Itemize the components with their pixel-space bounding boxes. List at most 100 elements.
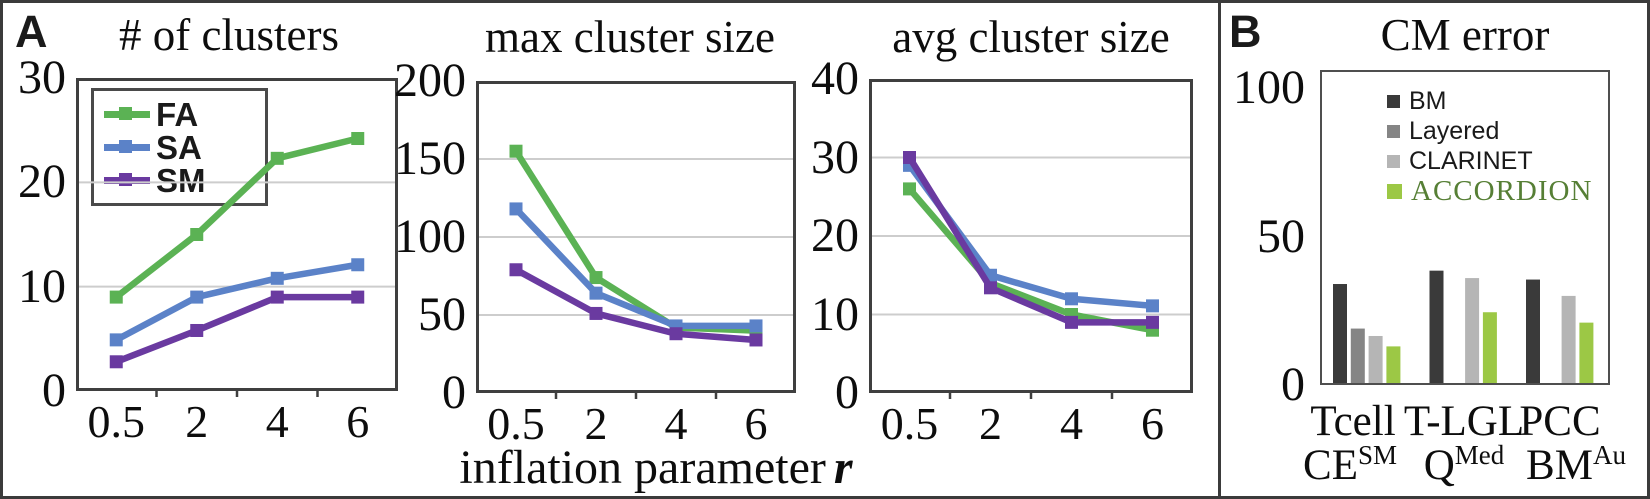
data-marker-fa [190, 228, 204, 241]
x-tick-label: 2 [584, 398, 608, 449]
bar-bm-group2 [1429, 270, 1444, 385]
bar-chart-cm-error [1320, 70, 1610, 385]
chart-title-cm-error: CM error [1380, 10, 1550, 60]
x-tick-label: 6 [1141, 398, 1164, 449]
chart-title-num-clusters: # of clusters [119, 10, 339, 60]
data-marker-sa [190, 290, 204, 304]
x-tick-label: 4 [1060, 398, 1083, 449]
category-label-t-lgl: T-LGL [1403, 398, 1525, 445]
legend-line-swatch [104, 107, 150, 120]
y-tick-label: 50 [1257, 209, 1305, 263]
legend-item-accordion: ACCORDION [1387, 176, 1592, 205]
panel-b-label: B [1229, 6, 1262, 57]
data-marker-sm [1146, 315, 1159, 329]
category-sublabel-base: CE [1303, 442, 1358, 489]
category-sublabel-q: QMed [1423, 442, 1505, 489]
series-line-sa [512, 205, 760, 330]
panel-a-label: A [15, 6, 48, 57]
category-label-pcc: PCC [1519, 398, 1601, 445]
data-marker-sm [589, 306, 603, 320]
x-tick-label: 4 [664, 398, 688, 449]
x-tick-label: 2 [185, 396, 209, 447]
x-axis-title-text: inflation parameter [459, 441, 826, 494]
x-tick-label: 4 [265, 396, 289, 447]
data-marker-sa [749, 319, 763, 333]
category-sublabel-bm: BMAu [1526, 442, 1626, 489]
x-tick-label: 6 [744, 398, 768, 449]
category-sublabel-base: BM [1526, 442, 1593, 489]
legend-item-layered: Layered [1387, 116, 1592, 145]
category-label-tcell: Tcell [1310, 398, 1396, 445]
y-tick-label: 30 [811, 130, 859, 184]
bar-clarinet-group3 [1561, 295, 1576, 385]
y-tick-label: 100 [1233, 61, 1305, 114]
data-marker-sa [270, 271, 284, 285]
plot-frame [76, 78, 398, 391]
legend-item-bm: BM [1387, 88, 1592, 113]
data-marker-sa [109, 333, 123, 347]
legend-item-clarinet: CLARINET [1387, 146, 1592, 175]
data-marker-fa [270, 151, 284, 165]
line-chart-avg-cluster-size [869, 79, 1193, 399]
data-marker-sm [509, 263, 523, 277]
bar-bm-group1 [1333, 284, 1347, 385]
legend-item-fa: FA [104, 98, 255, 131]
plot-frame [476, 81, 796, 393]
legend-label: CLARINET [1409, 146, 1533, 175]
y-tick-label: 100 [394, 210, 466, 263]
data-marker-sm [109, 355, 123, 369]
category-sublabel-base: Q [1423, 442, 1455, 489]
data-marker-fa [589, 271, 603, 285]
chart-title-avg-cluster-size: avg cluster size [892, 12, 1170, 62]
x-tick-label: 2 [979, 398, 1002, 449]
y-tick-label: 10 [811, 287, 859, 341]
data-marker-sm [270, 290, 284, 304]
legend-item-sa: SA [104, 131, 255, 164]
legend-label: SM [156, 162, 206, 199]
y-tick-label: 10 [18, 259, 66, 313]
series-line-sa [113, 261, 361, 344]
bar-accordion-group1 [1386, 346, 1401, 385]
y-tick-label: 150 [394, 132, 466, 185]
x-tick-label: 0.5 [87, 396, 146, 447]
category-sublabel-superscript: Med [1454, 440, 1505, 470]
legend-swatch [1387, 154, 1400, 168]
data-marker-sa [1146, 299, 1159, 313]
chart-title-max-cluster-size: max cluster size [485, 12, 775, 62]
y-tick-label: 40 [811, 52, 859, 105]
legend-label: Layered [1409, 116, 1500, 145]
y-tick-label: 0 [1281, 358, 1305, 411]
data-marker-sm [669, 327, 683, 341]
bar-clarinet-group2 [1465, 278, 1480, 385]
legend-label: FA [156, 96, 199, 133]
series-line-fa [512, 147, 760, 334]
x-axis-variable: r [833, 441, 853, 494]
data-marker-sm [190, 323, 204, 337]
legend-item-sm: SM [104, 164, 255, 197]
y-tick-label: 30 [18, 51, 66, 104]
legend-swatch [1387, 183, 1402, 199]
x-tick-label: 6 [346, 396, 370, 447]
panel-divider [1218, 3, 1221, 496]
line-chart--of-clusters [76, 78, 398, 397]
data-marker-sm [351, 290, 365, 304]
legend-line-swatch [104, 140, 150, 153]
data-marker-sm [749, 333, 763, 347]
legend-marker [119, 140, 132, 153]
data-marker-fa [351, 132, 365, 146]
data-marker-fa [109, 290, 123, 304]
bar-bm-group3 [1526, 279, 1540, 385]
y-tick-label: 50 [418, 288, 466, 341]
bar-clarinet-group1 [1368, 335, 1383, 385]
bar-accordion-group2 [1482, 312, 1497, 385]
y-tick-label: 20 [811, 209, 859, 262]
series-line-sm [113, 293, 361, 366]
legend-label: SA [156, 129, 202, 166]
data-marker-sa [1065, 292, 1078, 306]
bar-layered-group1 [1350, 328, 1365, 385]
legend-panel-b: BM Layered CLARINET ACCORDION [1387, 88, 1592, 205]
plot-frame [869, 79, 1193, 393]
data-marker-sm [984, 281, 997, 295]
legend-marker [119, 107, 132, 120]
